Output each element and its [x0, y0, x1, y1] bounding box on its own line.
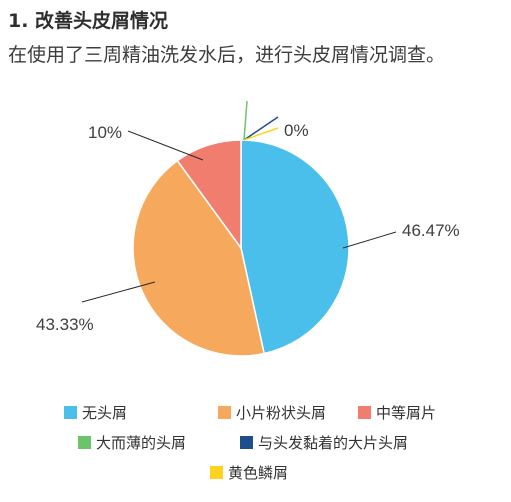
pie-slice [132, 159, 266, 357]
label-leader-line [81, 281, 156, 303]
slice-percent-label: 43.33% [36, 315, 94, 334]
zero-slice-leader [243, 116, 279, 141]
pie-slice [176, 139, 242, 251]
slice-percent-label: 0% [284, 121, 309, 140]
slice-percent-label: 46.47% [402, 221, 460, 240]
label-leader-line [127, 130, 204, 161]
pie-slice [240, 139, 350, 355]
label-leader-line [342, 231, 397, 249]
slice-percent-label: 10% [88, 123, 122, 142]
zero-slice-leader [243, 100, 248, 141]
page-subtitle: 在使用了三周精油洗发水后，进行头皮屑情况调查。 [8, 44, 446, 66]
zero-slice-leader [243, 127, 279, 141]
page-title: 1. 改善头皮屑情况 [8, 10, 169, 32]
